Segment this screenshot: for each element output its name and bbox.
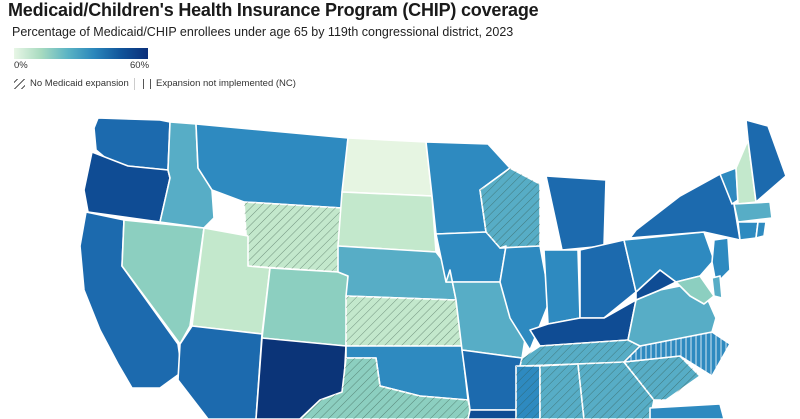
map-title: Medicaid/Children's Health Insurance Pro… — [8, 0, 539, 20]
state-ne — [337, 245, 457, 301]
state-ri — [755, 221, 767, 239]
state-ct — [737, 221, 759, 241]
state-az — [177, 325, 263, 419]
state-ma — [733, 201, 773, 223]
state-tn-pattern — [520, 340, 640, 366]
state-nj — [711, 237, 731, 285]
state-ks-pattern — [346, 296, 462, 346]
color-scale-bar — [14, 48, 148, 59]
state-ms-pattern — [516, 366, 540, 419]
state-sd — [337, 191, 437, 253]
vertical-hatch-swatch — [140, 78, 151, 89]
state-co — [261, 267, 349, 347]
legend-not-implemented-label: Expansion not implemented (NC) — [156, 78, 296, 89]
state-fl — [649, 403, 725, 419]
state-ny — [629, 173, 741, 241]
state-il — [499, 245, 551, 351]
scale-max-label: 60% — [130, 60, 150, 71]
state-la — [467, 409, 527, 419]
state-in — [543, 249, 581, 325]
state-sc-pattern — [624, 356, 700, 400]
state-de — [711, 275, 723, 299]
legend-not-implemented: Expansion not implemented (NC) — [140, 78, 296, 89]
state-wy-pattern — [244, 202, 342, 272]
state-oh — [579, 239, 637, 319]
state-nc-pattern — [624, 332, 730, 376]
map-subtitle: Percentage of Medicaid/CHIP enrollees un… — [12, 25, 514, 39]
state-me — [745, 119, 787, 203]
state-ar — [461, 349, 523, 411]
state-md — [675, 275, 715, 305]
us-district-map — [79, 117, 787, 419]
state-wi-pattern — [480, 168, 540, 248]
state-mt — [195, 123, 349, 209]
state-tx-pattern — [300, 358, 472, 419]
diagonal-hatch-swatch — [14, 78, 25, 89]
state-al-pattern — [540, 364, 584, 419]
scale-min-label: 0% — [14, 60, 28, 71]
legend-no-expansion: No Medicaid expansion — [14, 78, 129, 89]
state-mi — [545, 175, 607, 251]
state-nd — [341, 137, 433, 197]
legend-separator — [134, 78, 135, 90]
legend-no-expansion-label: No Medicaid expansion — [30, 78, 129, 89]
